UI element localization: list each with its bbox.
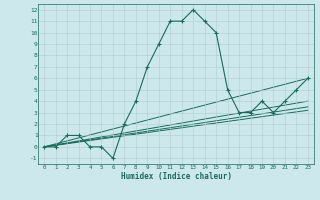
X-axis label: Humidex (Indice chaleur): Humidex (Indice chaleur) xyxy=(121,172,231,181)
